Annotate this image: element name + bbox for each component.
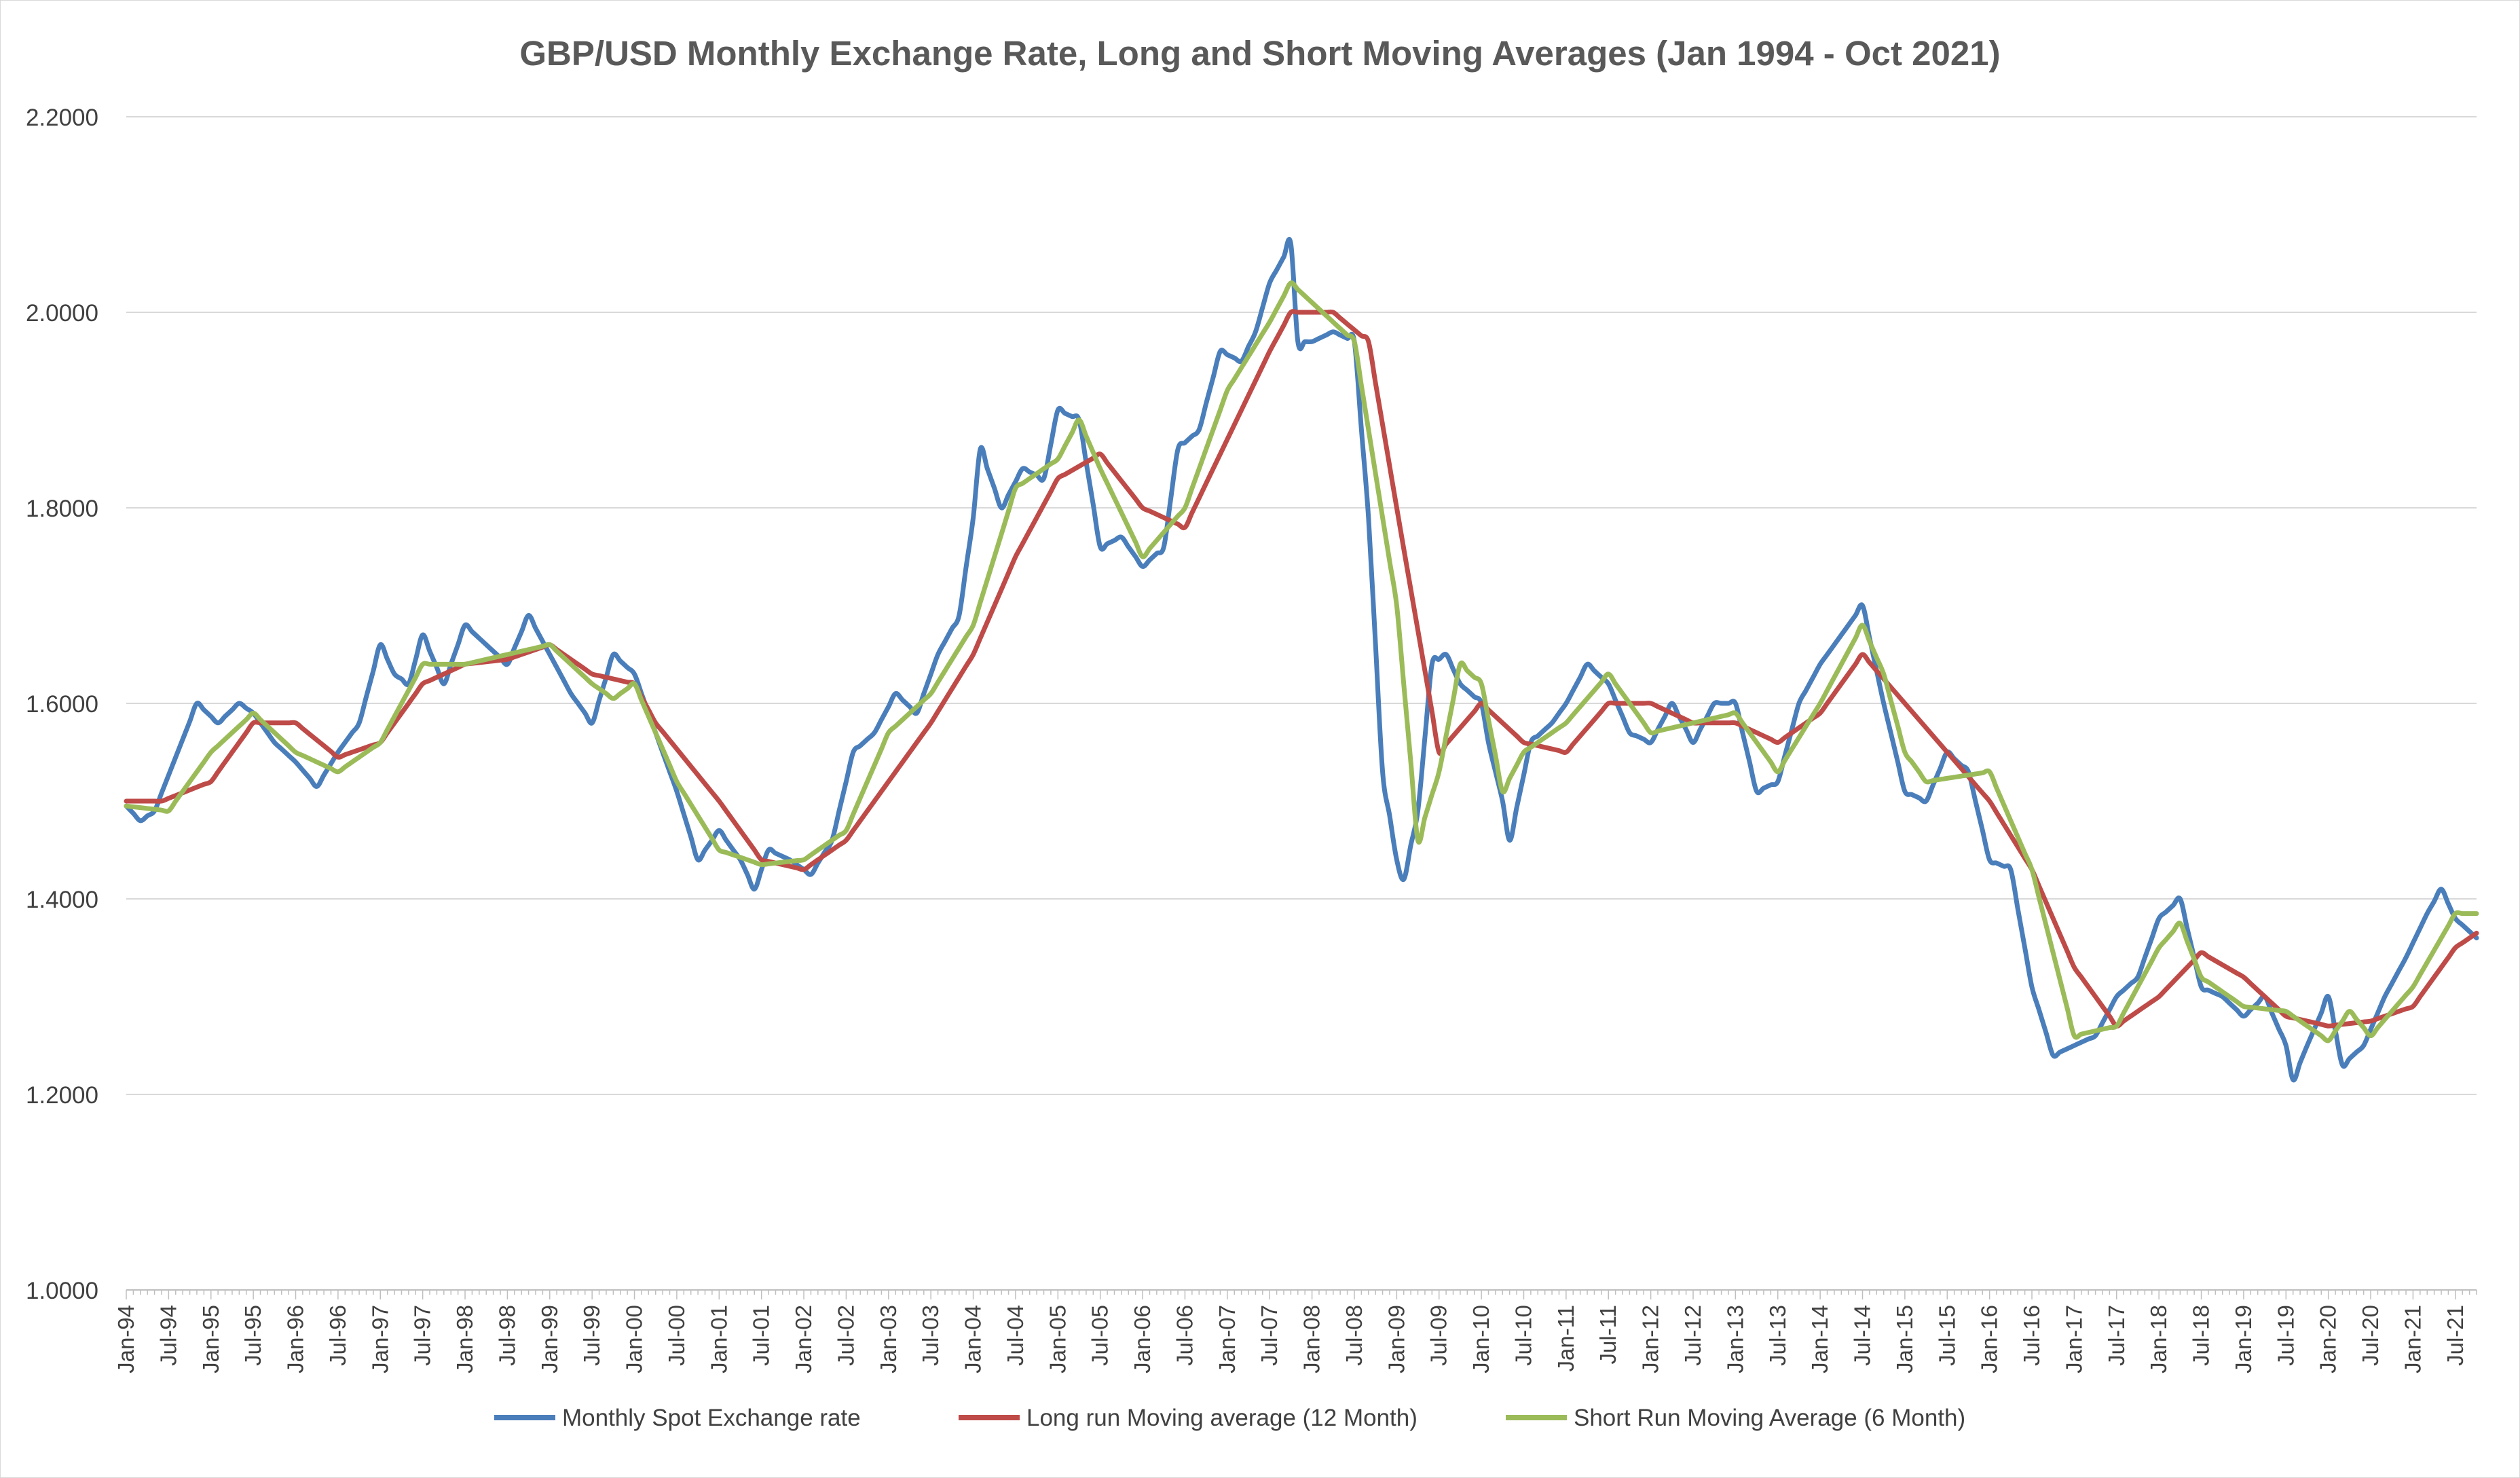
x-tick-label: Jan-07 bbox=[1215, 1305, 1240, 1373]
x-tick-label: Jan-12 bbox=[1638, 1305, 1663, 1373]
x-tick-label: Jan-04 bbox=[961, 1305, 986, 1373]
y-axis-tick-labels: 1.0000 1.2000 1.4000 1.6000 1.8000 2.0000 2.20… bbox=[26, 105, 98, 1304]
y-tick-label: 1.8000 bbox=[26, 496, 98, 522]
legend: Monthly Spot Exchange rate Long run Movin… bbox=[494, 1405, 1965, 1431]
y-tick-label: 1.0000 bbox=[26, 1278, 98, 1304]
x-tick-label: Jul-97 bbox=[410, 1305, 435, 1366]
series-line-short-run-ma bbox=[124, 280, 2479, 1043]
x-tick-label: Jan-16 bbox=[1977, 1305, 2002, 1373]
x-tick-label: Jul-12 bbox=[1680, 1305, 1705, 1366]
x-tick-label: Jan-21 bbox=[2400, 1305, 2425, 1373]
x-tick-label: Jul-04 bbox=[1003, 1305, 1028, 1366]
x-tick-label: Jul-16 bbox=[2019, 1305, 2044, 1366]
x-tick-label: Jul-95 bbox=[240, 1305, 265, 1366]
series-line-spot-rate bbox=[124, 237, 2479, 1083]
x-tick-label: Jul-14 bbox=[1850, 1305, 1875, 1366]
x-tick-label: Jan-14 bbox=[1807, 1305, 1832, 1373]
x-tick-label: Jan-18 bbox=[2146, 1305, 2171, 1373]
x-tick-label: Jul-05 bbox=[1088, 1305, 1113, 1366]
x-tick-label: Jul-94 bbox=[155, 1305, 181, 1366]
x-tick-label: Jan-03 bbox=[876, 1305, 901, 1373]
x-tick-label: Jan-08 bbox=[1299, 1305, 1324, 1373]
x-tick-label: Jul-11 bbox=[1595, 1305, 1620, 1364]
x-tick-label: Jan-13 bbox=[1722, 1305, 1747, 1373]
x-tick-label: Jan-09 bbox=[1384, 1305, 1409, 1373]
x-tick-label: Jan-17 bbox=[2061, 1305, 2086, 1373]
x-tick-label: Jul-20 bbox=[2358, 1305, 2383, 1366]
chart-title: GBP/USD Monthly Exchange Rate, Long and … bbox=[519, 34, 2000, 73]
x-tick-label: Jan-96 bbox=[283, 1305, 308, 1373]
x-tick-label: Jan-15 bbox=[1892, 1305, 1917, 1373]
x-tick-label: Jul-08 bbox=[1341, 1305, 1367, 1366]
y-tick-label: 2.2000 bbox=[26, 105, 98, 131]
x-tick-label: Jan-11 bbox=[1553, 1305, 1578, 1371]
x-tick-label: Jul-06 bbox=[1172, 1305, 1197, 1366]
x-axis-tick-labels: Jan-94 Jul-94 Jan-95 Jul-95 Jan-96 Jul-96 Jan-… bbox=[113, 1305, 2468, 1373]
x-tick-label: Jan-20 bbox=[2316, 1305, 2341, 1373]
y-tick-label: 1.2000 bbox=[26, 1082, 98, 1109]
x-tick-label: Jul-03 bbox=[918, 1305, 943, 1366]
x-tick-label: Jul-00 bbox=[664, 1305, 689, 1366]
x-tick-label: Jul-21 bbox=[2443, 1305, 2468, 1366]
x-tick-label: Jul-10 bbox=[1511, 1305, 1536, 1366]
y-tick-label: 2.0000 bbox=[26, 300, 98, 327]
x-tick-label: Jul-19 bbox=[2273, 1305, 2298, 1366]
x-tick-label: Jan-00 bbox=[622, 1305, 647, 1373]
x-tick-label: Jan-05 bbox=[1045, 1305, 1070, 1373]
x-tick-label: Jan-10 bbox=[1468, 1305, 1494, 1373]
x-tick-label: Jan-99 bbox=[537, 1305, 562, 1373]
x-tick-label: Jul-98 bbox=[494, 1305, 519, 1366]
y-tick-label: 1.4000 bbox=[26, 887, 98, 913]
x-tick-label: Jul-02 bbox=[833, 1305, 858, 1366]
legend-label: Monthly Spot Exchange rate bbox=[562, 1405, 861, 1431]
legend-label: Long run Moving average (12 Month) bbox=[1026, 1405, 1418, 1431]
series-lines bbox=[124, 237, 2479, 1083]
x-tick-label: Jul-01 bbox=[749, 1305, 774, 1366]
axes bbox=[126, 1289, 2477, 1299]
x-tick-label: Jul-09 bbox=[1426, 1305, 1451, 1366]
x-tick-label: Jul-07 bbox=[1257, 1305, 1282, 1366]
x-tick-label: Jul-18 bbox=[2189, 1305, 2214, 1366]
x-tick-label: Jul-96 bbox=[325, 1305, 350, 1366]
x-tick-label: Jan-98 bbox=[452, 1305, 477, 1373]
x-tick-label: Jan-06 bbox=[1130, 1305, 1155, 1373]
x-tick-label: Jul-99 bbox=[579, 1305, 604, 1366]
x-tick-label: Jul-15 bbox=[1934, 1305, 1959, 1366]
series-line-long-run-ma bbox=[124, 309, 2479, 1029]
x-tick-label: Jan-01 bbox=[706, 1305, 731, 1373]
x-tick-label: Jul-13 bbox=[1765, 1305, 1790, 1366]
x-tick-label: Jan-97 bbox=[367, 1305, 392, 1373]
legend-label: Short Run Moving Average (6 Month) bbox=[1574, 1405, 1965, 1431]
x-tick-label: Jul-17 bbox=[2104, 1305, 2129, 1366]
x-tick-label: Jan-94 bbox=[113, 1305, 138, 1373]
x-tick-label: Jan-19 bbox=[2231, 1305, 2256, 1373]
x-tick-label: Jan-95 bbox=[198, 1305, 223, 1373]
y-tick-label: 1.6000 bbox=[26, 691, 98, 718]
x-tick-label: Jan-02 bbox=[791, 1305, 816, 1373]
